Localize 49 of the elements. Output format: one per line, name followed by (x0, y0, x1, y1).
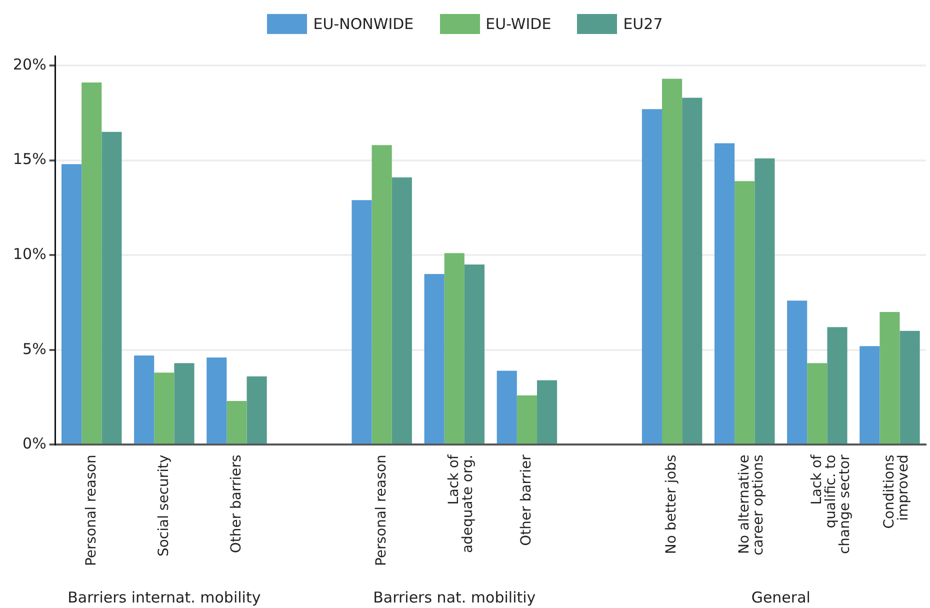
x-tick-label: Lack of adequate org. (446, 454, 476, 554)
bar (754, 158, 775, 444)
bar (536, 380, 558, 444)
bar (734, 181, 755, 444)
y-tick-label: 10% (12, 244, 46, 263)
bar (82, 82, 102, 444)
x-tick-label: Personal reason (83, 454, 100, 566)
y-tick-label: 20% (12, 55, 46, 74)
bar (134, 356, 154, 444)
bar (827, 327, 848, 444)
x-tick-label: Other barriers (228, 454, 244, 554)
bar (807, 363, 828, 444)
bar (174, 363, 194, 444)
bar (714, 143, 735, 444)
bar (424, 274, 444, 444)
bar (662, 78, 682, 444)
bar (154, 372, 174, 444)
y-tick-label: 5% (22, 340, 46, 358)
bar (352, 200, 372, 444)
legend-label: EU-NONWIDE (313, 15, 414, 33)
x-tick-label: Other barrier (518, 454, 535, 546)
x-tick-label: Personal reason (373, 454, 390, 566)
bar (246, 376, 267, 444)
bar (464, 264, 485, 444)
bar (787, 300, 808, 444)
y-tick-label: 0% (22, 434, 46, 453)
legend-label: EU-WIDE (486, 15, 552, 33)
y-tick-label: 15% (12, 150, 46, 168)
legend-label: EU27 (623, 15, 663, 33)
bar (900, 330, 920, 444)
text: General (751, 588, 810, 606)
bar (496, 370, 517, 444)
bar (372, 145, 392, 444)
bar (444, 253, 464, 444)
bar (226, 401, 247, 444)
text: Barriers internat. mobility (68, 588, 261, 606)
bar (102, 132, 122, 444)
bar (392, 177, 412, 444)
x-tick-label: No better jobs (664, 454, 680, 554)
bar (516, 395, 537, 444)
bar (206, 357, 227, 444)
bar (860, 346, 880, 444)
text: Barriers nat. mobilitiy (373, 588, 536, 606)
x-tick-label: Social security (156, 454, 172, 557)
bar (642, 109, 662, 444)
bar (880, 312, 900, 444)
bar (682, 98, 702, 444)
x-tick-label: No alternative career options (736, 454, 766, 556)
bar (62, 164, 82, 444)
